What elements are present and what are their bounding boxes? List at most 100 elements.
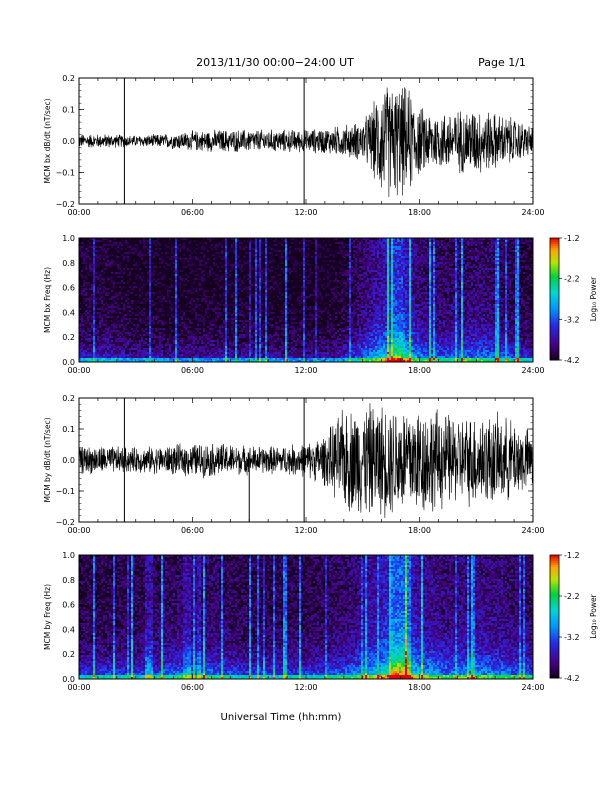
spectrogram-cell (105, 322, 108, 325)
spectrogram-cell (119, 310, 122, 313)
spectrogram-cell (95, 352, 98, 355)
spectrogram-cell (103, 326, 106, 329)
spectrogram-cell (83, 252, 86, 255)
spectrogram-cell (115, 344, 118, 347)
spectrogram-cell (97, 242, 100, 245)
spectrogram-cell (91, 324, 94, 327)
spectrogram-cell (119, 240, 122, 243)
spectrogram-cell (97, 310, 100, 313)
spectrogram-cell (119, 292, 122, 295)
x-tick-label: 18:00 (408, 208, 431, 217)
spectrogram-cell (79, 266, 82, 269)
spectrogram-cell (119, 344, 122, 347)
spectrogram-cell (99, 280, 102, 283)
spectrogram-cell (131, 242, 134, 245)
spectrogram-cell (113, 284, 116, 287)
spectrogram-cell (91, 302, 94, 305)
spectrogram-cell (87, 248, 90, 251)
spectrogram-cell (101, 266, 104, 269)
spectrogram-cell (121, 246, 124, 249)
spectrogram-cell (121, 282, 124, 285)
spectrogram-cell (111, 260, 114, 263)
spectrogram-cell (125, 264, 128, 267)
spectrogram-cell (89, 310, 92, 313)
spectrogram-cell (81, 240, 84, 243)
spectrogram-cell (97, 314, 100, 317)
spectrogram-cell (81, 360, 84, 363)
spectrogram-cell (81, 250, 84, 253)
spectrogram-cell (113, 324, 116, 327)
spectrogram-cell (97, 266, 100, 269)
spectrogram-cell (119, 322, 122, 325)
spectrogram-cell (87, 304, 90, 307)
spectrogram-cell (103, 252, 106, 255)
spectrogram-cell (105, 304, 108, 307)
spectrogram-cell (83, 348, 86, 351)
spectrogram-cell (129, 312, 132, 315)
spectrogram-cell (127, 294, 130, 297)
spectrogram-cell (109, 320, 112, 323)
spectrogram-cell (87, 268, 90, 271)
spectrogram-cell (105, 330, 108, 333)
spectrogram-cell (127, 316, 130, 319)
spectrogram-cell (83, 314, 86, 317)
spectrogram-cell (123, 304, 126, 307)
spectrogram-cell (113, 256, 116, 259)
spectrogram-cell (109, 260, 112, 263)
spectrogram-cell (123, 306, 126, 309)
spectrogram-cell (111, 360, 114, 363)
spectrogram-cell (85, 314, 88, 317)
spectrogram-cell (107, 292, 110, 295)
spectrogram-cell (125, 346, 128, 349)
spectrogram-cell (123, 268, 126, 271)
spectrogram-cell (113, 282, 116, 285)
spectrogram-cell (131, 318, 134, 321)
spectrogram-cell (87, 360, 90, 363)
spectrogram-cell (97, 284, 100, 287)
spectrogram-cell (101, 272, 104, 275)
spectrogram-cell (87, 312, 90, 315)
spectrogram-cell (85, 350, 88, 353)
spectrogram-cell (111, 256, 114, 259)
spectrogram-cell (125, 268, 128, 271)
spectrogram-cell (101, 258, 104, 261)
spectrogram-cell (83, 246, 86, 249)
page-title: 2013/11/30 00:00−24:00 UT (196, 56, 354, 69)
spectrogram-cell (103, 272, 106, 275)
spectrogram-cell (83, 302, 86, 305)
spectrogram-cell (125, 246, 128, 249)
spectrogram-cell (127, 280, 130, 283)
spectrogram-cell (89, 288, 92, 291)
spectrogram-cell (119, 248, 122, 251)
spectrogram-cell (85, 254, 88, 257)
spectrogram-cell (111, 308, 114, 311)
spectrogram-cell (101, 346, 104, 349)
spectrogram-cell (87, 296, 90, 299)
spectrogram-cell (97, 338, 100, 341)
spectrogram-cell (89, 344, 92, 347)
spectrogram-cell (115, 338, 118, 341)
spectrogram-cell (123, 292, 126, 295)
spectrogram-cell (99, 340, 102, 343)
spectrogram-cell (79, 342, 82, 345)
spectrogram-cell (125, 324, 128, 327)
spectrogram-cell (89, 276, 92, 279)
spectrogram-cell (91, 238, 94, 241)
spectrogram-cell (119, 242, 122, 245)
spectrogram-cell (89, 260, 92, 263)
spectrogram-cell (115, 264, 118, 267)
spectrogram-cell (101, 282, 104, 285)
spectrogram-cell (93, 346, 96, 349)
spectrogram-cell (93, 316, 96, 319)
spectrogram-cell (91, 292, 94, 295)
spectrogram-cell (91, 272, 94, 275)
spectrogram-cell (119, 338, 122, 341)
spectrogram-cell (131, 266, 134, 269)
spectrogram-cell (113, 280, 116, 283)
spectrogram-cell (115, 360, 118, 363)
spectrogram-cell (111, 266, 114, 269)
spectrogram-cell (97, 254, 100, 257)
spectrogram-cell (85, 306, 88, 309)
spectrogram-cell (99, 350, 102, 353)
spectrogram-cell (87, 308, 90, 311)
